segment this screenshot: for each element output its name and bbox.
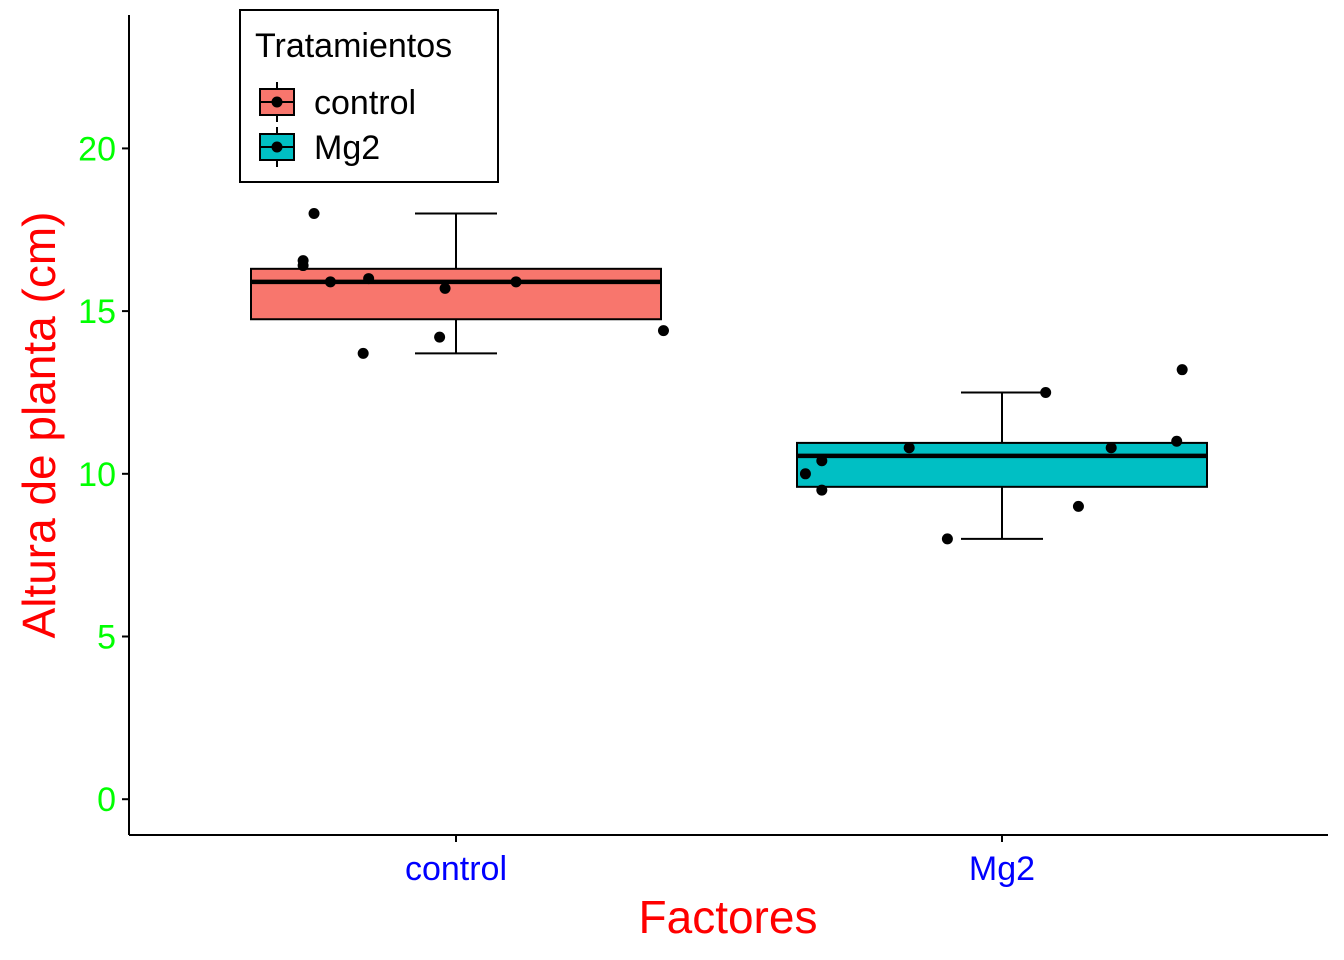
data-point bbox=[357, 347, 369, 359]
legend-key-point bbox=[271, 96, 283, 108]
legend-key-point bbox=[271, 141, 283, 153]
data-point bbox=[297, 260, 309, 272]
data-point bbox=[363, 273, 375, 285]
data-point bbox=[434, 331, 446, 343]
data-point bbox=[816, 484, 828, 496]
data-point bbox=[1105, 442, 1117, 454]
legend-key-mg2 bbox=[259, 127, 295, 167]
y-tick-label: 10 bbox=[78, 456, 116, 494]
data-point bbox=[1171, 435, 1183, 447]
data-point bbox=[1176, 364, 1188, 376]
x-axis-title: Factores bbox=[639, 891, 818, 943]
legend-key-control bbox=[259, 82, 295, 122]
y-tick-label: 5 bbox=[97, 619, 116, 657]
x-tick-label: control bbox=[405, 850, 507, 888]
data-point bbox=[1040, 386, 1052, 398]
data-point bbox=[799, 468, 811, 480]
y-ticks: 0 5 10 15 20 bbox=[78, 130, 129, 819]
legend-label-mg2: Mg2 bbox=[314, 129, 380, 167]
box-group-mg2 bbox=[796, 364, 1208, 545]
data-point bbox=[1072, 500, 1084, 512]
x-ticks: control Mg2 bbox=[405, 835, 1035, 888]
data-point bbox=[903, 442, 915, 454]
data-point bbox=[439, 282, 451, 294]
data-point bbox=[941, 533, 953, 545]
box-iqr bbox=[796, 441, 1208, 488]
data-point bbox=[657, 325, 669, 337]
legend: Tratamientos control Mg2 bbox=[239, 9, 499, 183]
y-tick-label: 15 bbox=[78, 293, 116, 331]
plot-area bbox=[250, 207, 1208, 545]
y-tick-label: 20 bbox=[78, 130, 116, 168]
legend-label-control: control bbox=[314, 84, 416, 122]
x-tick-label: Mg2 bbox=[969, 850, 1035, 888]
box-iqr bbox=[250, 267, 662, 321]
data-point bbox=[510, 276, 522, 288]
y-tick-label: 0 bbox=[97, 781, 116, 819]
legend-entries: control Mg2 bbox=[259, 82, 416, 167]
axes bbox=[128, 15, 1328, 836]
box-group-control bbox=[250, 207, 669, 359]
data-point bbox=[816, 455, 828, 467]
legend-title: Tratamientos bbox=[255, 27, 452, 65]
data-point bbox=[324, 276, 336, 288]
y-axis-title: Altura de planta (cm) bbox=[13, 212, 65, 639]
data-point bbox=[308, 207, 320, 219]
